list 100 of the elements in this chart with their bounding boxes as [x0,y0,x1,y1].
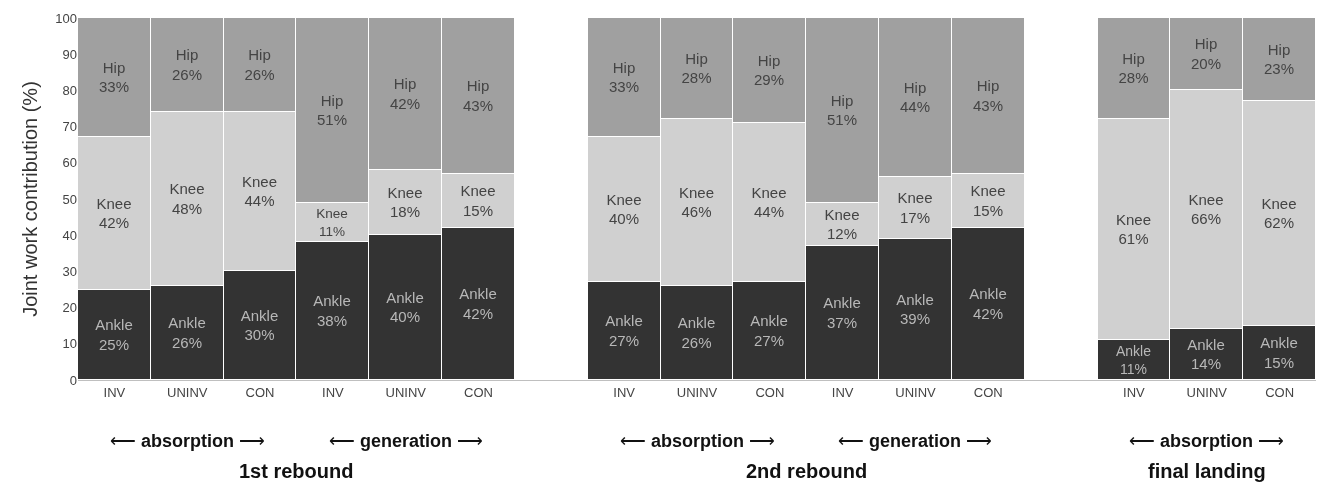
text: Ankle [750,312,788,330]
data-label: 26% [681,333,712,351]
text: Knee [460,182,496,200]
text: Knee [606,190,642,208]
text: Knee [316,206,348,222]
x-tick-label: CON [464,384,493,400]
x-tick-label: UNINV [676,384,718,400]
data-label: 33% [608,78,640,96]
y-tick-label: 80 [62,82,77,98]
data-label: 26% [244,65,275,83]
data-label: 66% [1190,210,1222,228]
text: Knee [1261,194,1297,212]
text: Knee [387,183,423,201]
data-label: 39% [899,310,931,328]
text: Ankle [240,306,279,324]
data-label: 40% [389,308,421,326]
text: Knee [897,189,933,207]
text: Hip [102,58,126,76]
data-label: 44% [244,192,275,210]
text: Hip [976,77,1000,95]
text: Hip [393,75,417,93]
text: Hip [903,78,927,96]
x-tick-label: INV [322,384,345,400]
series-label: Hip [1194,35,1218,53]
y-tick-label: 40 [62,227,77,243]
data-label: 62% [1263,214,1295,232]
text: Hip [248,46,271,64]
text: Hip [685,49,708,67]
x-tick-label: CON [1265,384,1295,400]
data-label: 51% [316,111,348,129]
data-label: 26% [171,65,203,83]
text: ⟵ absorption ⟶ [620,431,776,451]
data-label: 61% [1118,230,1149,248]
text: Hip [1122,49,1145,67]
y-tick-label: 60 [62,155,77,171]
data-label: 18% [389,203,421,221]
data-label: 33% [98,78,130,96]
x-tick-label: CON [973,384,1003,400]
text: Knee [678,183,715,201]
data-label: 28% [681,69,712,87]
y-tick-label: 50 [62,191,77,207]
y-tick-label: 90 [62,46,77,62]
data-label: 17% [899,208,931,226]
data-label: 15% [462,201,494,219]
y-tick-label: 30 [62,263,77,279]
x-tick-label: CON [245,384,275,400]
x-tick-label: CON [755,384,785,400]
data-label: 29% [753,71,785,89]
text: Hip [612,58,636,76]
data-label: 42% [389,94,421,112]
data-label: 43% [462,96,494,114]
data-label: 42% [972,304,1004,322]
data-label: 44% [899,98,931,116]
series-label: Ankle [1116,342,1152,359]
data-label: 46% [681,203,712,221]
text: ⟵ generation ⟶ [838,431,993,451]
text: Knee [169,180,205,198]
text: Ankle [1260,334,1298,352]
data-label: 28% [1118,69,1149,87]
text: Hip [1267,40,1291,58]
data-label: 12% [826,225,858,243]
text: Ankle [95,316,133,334]
data-label: 25% [98,335,130,353]
text: Knee [751,183,787,201]
text: 1st rebound [239,460,354,482]
text: Ankle [1187,335,1225,353]
text: Knee [1115,210,1152,228]
x-tick-label: INV [613,384,636,400]
data-label: 48% [171,199,203,217]
y-axis-title: Joint work contribution (%) [18,81,41,317]
text: Ankle [605,312,643,330]
data-label: 15% [972,201,1004,219]
y-tick-label: 0 [69,372,77,388]
x-tick-label: UNINV [167,384,208,400]
text: Hip [757,51,781,69]
x-tick-label: UNINV [385,384,427,400]
y-tick-label: 100 [55,10,77,26]
data-label: 23% [1263,60,1295,78]
text: Knee [241,172,278,190]
text: Ankle [823,294,861,312]
data-label: 38% [316,311,348,329]
x-tick-label: INV [103,384,126,400]
x-tick-label: UNINV [895,384,937,400]
text: Knee [970,182,1006,200]
text: 2nd rebound [746,460,868,482]
text: ⟵ absorption ⟶ [110,431,266,451]
series-label: Knee [824,205,860,223]
data-label: 44% [753,203,785,221]
data-label: 26% [171,333,203,351]
text: Hip [830,91,854,109]
text: Ankle [168,314,206,332]
text: ⟵ generation ⟶ [329,431,484,451]
text: Ankle [313,292,351,310]
text: Hip [320,91,344,109]
text: Knee [96,194,132,212]
text: Ankle [386,288,424,306]
x-tick-label: UNINV [1186,384,1228,400]
y-tick-label: 20 [62,300,77,316]
text: Ankle [459,285,497,303]
text: final landing [1148,460,1266,482]
